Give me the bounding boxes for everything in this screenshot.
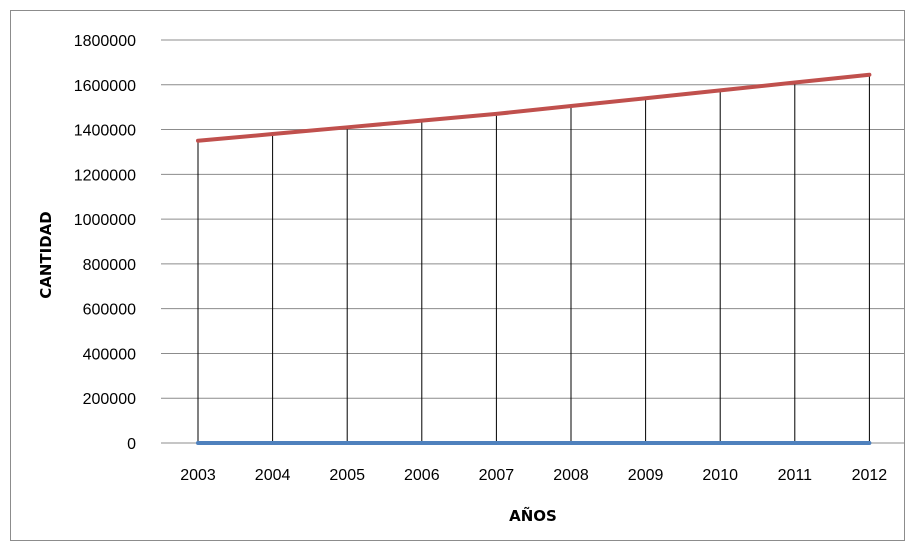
chart-frame: 0 200000 400000 600000 800000 1000000 1200000 1…	[10, 10, 905, 541]
x-tick-label: 2011	[778, 467, 813, 484]
series-lines	[196, 72, 872, 445]
x-tick-label: 2009	[628, 467, 664, 484]
x-tick-label: 2007	[479, 467, 515, 484]
x-tick-label: 2008	[553, 467, 589, 484]
y-tick-label: 0	[127, 436, 136, 453]
y-tick-label: 1600000	[74, 78, 136, 95]
line-chart: 0 200000 400000 600000 800000 1000000 1200000 1…	[37, 33, 904, 525]
y-tick-label: 200000	[83, 391, 136, 408]
gridlines	[161, 39, 904, 444]
y-tick-label: 400000	[83, 346, 136, 363]
y-tick-label: 600000	[83, 302, 136, 319]
x-tick-label: 2006	[404, 467, 440, 484]
x-axis-title: AÑOS	[509, 506, 557, 525]
y-tick-label: 1200000	[74, 167, 136, 184]
x-tick-label: 2010	[702, 467, 738, 484]
y-tick-label: 1000000	[74, 212, 136, 229]
series-line-1	[196, 72, 872, 143]
y-tick-label: 1800000	[74, 33, 136, 50]
drop-lines	[197, 74, 870, 443]
x-tick-label: 2005	[329, 467, 365, 484]
y-tick-label: 1400000	[74, 123, 136, 140]
y-axis-title: CANTIDAD	[37, 211, 55, 299]
y-tick-label: 800000	[83, 257, 136, 274]
x-tick-label: 2003	[180, 467, 216, 484]
x-tick-label: 2012	[852, 467, 888, 484]
x-tick-labels: 2003 2004 2005 2006 2007 2008 2009 2010 2011 2012	[180, 467, 887, 484]
x-tick-label: 2004	[255, 467, 291, 484]
y-tick-labels: 0 200000 400000 600000 800000 1000000 1200000 1…	[74, 33, 136, 453]
